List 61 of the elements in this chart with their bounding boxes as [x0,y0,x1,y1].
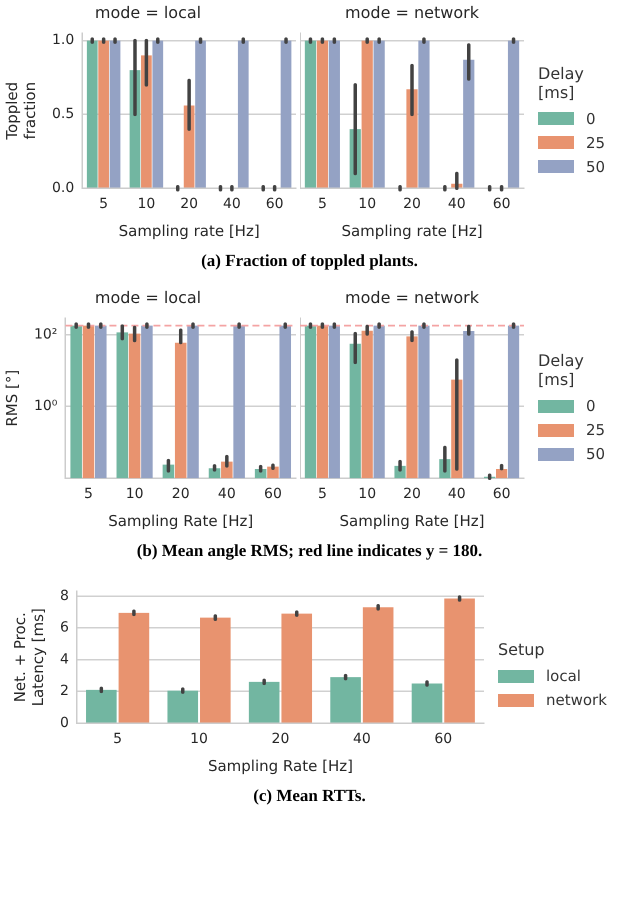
y-tick-label: 0.5 [52,106,74,122]
x-tick-label: 20 [272,731,290,748]
legend-label: network [546,691,607,709]
chart-title: mode = network [345,288,480,307]
x-tick-label: 60 [266,196,284,212]
y-axis-title: Net. + Proc. Latency [ms] [10,608,47,706]
x-axis-title: Sampling Rate [Hz] [108,512,254,530]
text: (a) Fraction of toppled plants. [200,251,419,271]
x-axis-title: Sampling rate [Hz] [341,222,483,240]
y-tick-label: 4 [60,651,69,668]
legend-title: Setup [498,640,546,659]
x-tick-label: 60 [434,731,452,748]
y-axis-title: RMS [°] [2,370,21,427]
legend-title: Delay [ms] [538,351,585,389]
legend-label: 0 [586,397,596,415]
y-tick-label: 0 [60,714,69,731]
x-tick-label: 60 [492,486,511,502]
chart-title: mode = local [94,288,202,307]
y-tick-label: 6 [60,620,69,636]
x-tick-label: 10 [137,196,156,212]
chart-title: mode = network [345,2,480,22]
x-tick-label: 20 [403,196,421,212]
chart-title: mode = local [94,2,202,22]
x-tick-label: 10 [126,486,144,502]
x-tick-label: 60 [492,196,511,212]
legend-label: 25 [586,421,606,439]
x-axis-title: Sampling rate [Hz] [118,222,260,240]
y-tick-label: 10⁰ [34,398,58,414]
y-tick-label: 10² [34,326,58,342]
x-tick-label: 40 [352,731,371,748]
y-tick-label: 1.0 [52,32,74,48]
x-tick-label: 10 [190,731,208,748]
x-tick-label: 40 [448,486,466,502]
x-tick-label: 20 [403,486,421,502]
y-axis-title: Toppled fraction [2,82,39,141]
x-tick-label: 40 [222,196,241,212]
legend-label: 50 [586,445,606,463]
legend-title: Delay [ms] [538,64,585,102]
text: (c) Mean RTTs. [252,786,367,806]
legend-label: 50 [586,158,606,176]
y-tick-label: 8 [60,588,69,604]
x-tick-label: 40 [218,486,236,502]
x-tick-label: 40 [448,196,466,212]
text: (b) Mean angle RMS; red line indicates y = 180. [136,541,484,561]
y-tick-label: 0.0 [52,180,74,196]
x-tick-label: 5 [99,196,108,212]
x-axis-title: Sampling Rate [Hz] [340,512,484,530]
x-tick-label: 5 [113,731,122,748]
x-tick-label: 20 [172,486,190,502]
legend-label: 0 [586,110,596,128]
x-tick-label: 60 [264,486,282,502]
x-tick-label: 5 [318,196,327,212]
x-tick-label: 10 [358,196,376,212]
x-tick-label: 10 [358,486,376,502]
x-axis-title: Sampling Rate [Hz] [208,756,353,775]
x-tick-label: 5 [318,486,327,502]
x-tick-label: 5 [84,486,93,502]
y-tick-label: 2 [60,683,69,700]
x-tick-label: 20 [180,196,198,212]
legend-label: 25 [586,134,606,152]
legend-label: local [546,667,581,685]
